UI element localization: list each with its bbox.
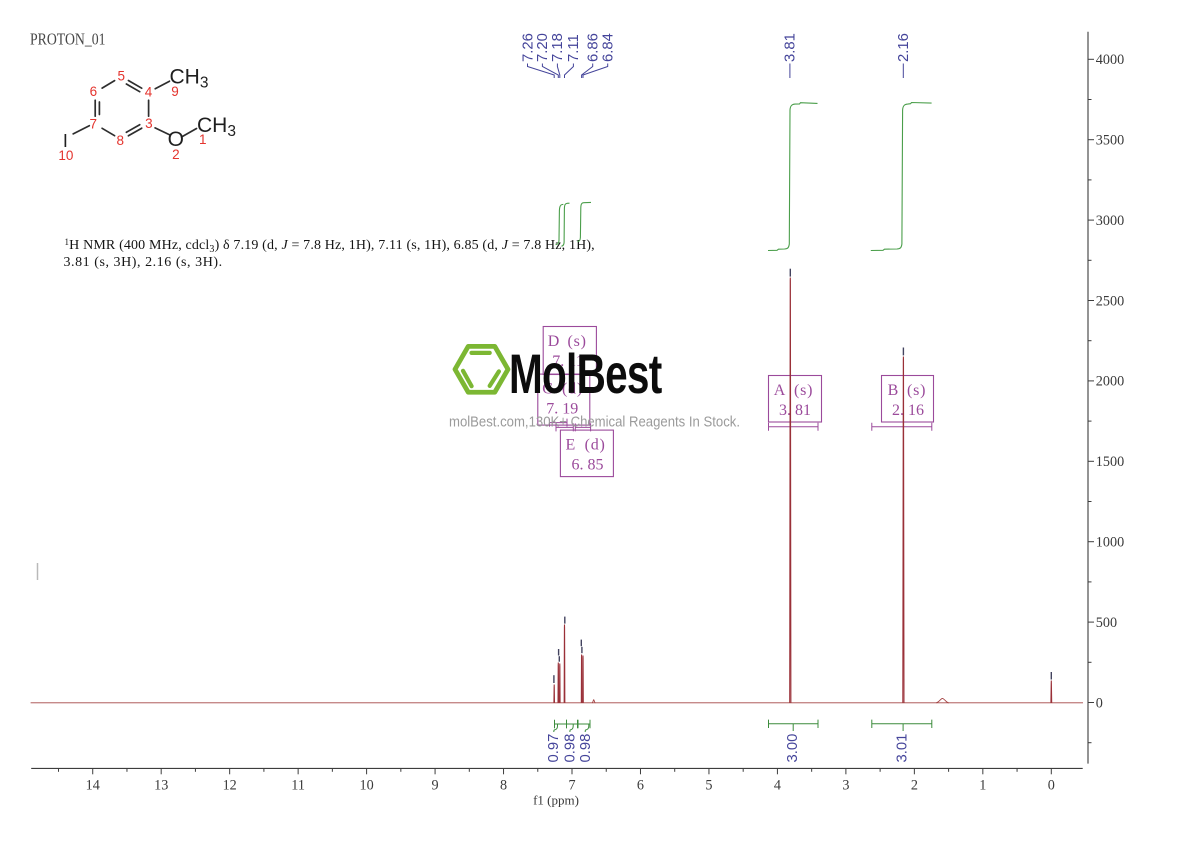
svg-text:f1 (ppm): f1 (ppm)	[533, 793, 579, 808]
svg-text:9: 9	[171, 84, 179, 99]
svg-text:3. 81: 3. 81	[779, 402, 811, 419]
svg-text:5: 5	[117, 68, 125, 83]
svg-text:6: 6	[637, 778, 644, 794]
svg-text:3000: 3000	[1096, 213, 1124, 229]
svg-text:(d): (d)	[585, 436, 606, 453]
svg-text:0: 0	[1096, 695, 1103, 711]
svg-text:7.26: 7.26	[520, 33, 536, 62]
svg-text:4: 4	[774, 778, 781, 794]
svg-text:10: 10	[58, 148, 73, 163]
svg-text:5: 5	[705, 778, 712, 794]
svg-text:0.98: 0.98	[578, 734, 594, 763]
svg-text:2000: 2000	[1096, 374, 1124, 390]
svg-text:3: 3	[145, 116, 153, 131]
svg-text:7: 7	[90, 116, 98, 131]
svg-text:E: E	[566, 436, 576, 453]
svg-text:1H NMR (400 MHz, cdcl3) δ 7.19: 1H NMR (400 MHz, cdcl3) δ 7.19 (d, J = 7…	[65, 237, 595, 255]
svg-text:3.00: 3.00	[785, 734, 801, 763]
svg-text:PROTON_01: PROTON_01	[30, 30, 106, 49]
svg-text:7.11: 7.11	[566, 34, 582, 62]
svg-text:6: 6	[90, 84, 98, 99]
svg-text:11: 11	[291, 778, 305, 794]
svg-text:7.18: 7.18	[550, 33, 566, 62]
svg-text:(s): (s)	[568, 333, 587, 350]
svg-text:2: 2	[911, 778, 918, 794]
svg-text:14: 14	[86, 778, 100, 794]
svg-text:C: C	[542, 380, 553, 397]
svg-text:6. 85: 6. 85	[572, 456, 604, 473]
svg-text:3.81 (s, 3H), 2.16 (s, 3H).: 3.81 (s, 3H), 2.16 (s, 3H).	[64, 255, 223, 270]
svg-text:3.81: 3.81	[783, 33, 799, 62]
svg-text:1: 1	[199, 132, 207, 147]
svg-text:1500: 1500	[1096, 454, 1124, 470]
svg-text:4: 4	[145, 85, 153, 100]
svg-text:(s): (s)	[794, 382, 813, 399]
svg-text:12: 12	[223, 778, 237, 794]
svg-text:(s): (s)	[907, 382, 926, 399]
svg-text:2500: 2500	[1096, 293, 1124, 309]
svg-text:2. 16: 2. 16	[892, 402, 924, 419]
svg-text:B: B	[888, 382, 899, 399]
svg-text:6.86: 6.86	[586, 33, 602, 62]
svg-text:(d): (d)	[562, 380, 583, 397]
svg-text:13: 13	[154, 778, 168, 794]
svg-text:9: 9	[432, 778, 439, 794]
svg-text:2: 2	[172, 147, 180, 162]
svg-text:CH3: CH3	[170, 66, 209, 92]
svg-text:1: 1	[979, 778, 986, 794]
svg-text:7: 7	[568, 778, 575, 794]
svg-text:7. 11: 7. 11	[552, 353, 583, 370]
svg-text:0.98: 0.98	[563, 734, 579, 763]
svg-text:molBest.com,130K+ Chemical Rea: molBest.com,130K+ Chemical Reagents In S…	[449, 413, 740, 430]
svg-text:6.84: 6.84	[601, 33, 617, 62]
svg-text:3500: 3500	[1096, 133, 1124, 149]
svg-text:3.01: 3.01	[894, 734, 910, 763]
svg-text:10: 10	[360, 778, 374, 794]
svg-text:2.16: 2.16	[896, 33, 912, 62]
svg-text:3: 3	[842, 778, 849, 794]
svg-text:0.97: 0.97	[546, 734, 562, 763]
svg-text:0: 0	[1048, 778, 1055, 794]
svg-text:O: O	[168, 128, 184, 151]
svg-text:4000: 4000	[1096, 52, 1124, 68]
svg-text:500: 500	[1096, 615, 1117, 631]
svg-text:MolBest: MolBest	[509, 343, 662, 405]
svg-text:1000: 1000	[1096, 535, 1124, 551]
svg-text:7. 19: 7. 19	[546, 400, 578, 417]
svg-text:8: 8	[500, 778, 507, 794]
svg-text:7.20: 7.20	[535, 33, 551, 62]
svg-text:8: 8	[117, 133, 125, 148]
svg-text:I: I	[63, 131, 68, 151]
svg-text:D: D	[548, 333, 560, 350]
svg-text:A: A	[774, 382, 786, 399]
